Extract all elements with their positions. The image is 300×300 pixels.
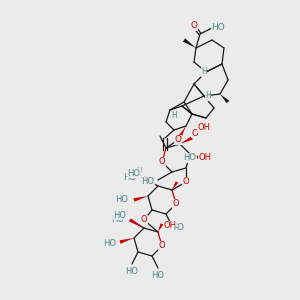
Text: HO: HO <box>125 268 139 277</box>
Text: O: O <box>183 178 189 187</box>
Text: OH: OH <box>197 124 211 133</box>
Text: O: O <box>159 158 165 166</box>
Text: H: H <box>205 92 211 100</box>
Text: H: H <box>173 225 178 231</box>
Text: HO: HO <box>184 154 196 163</box>
Text: O: O <box>141 215 147 224</box>
Polygon shape <box>176 126 186 141</box>
Polygon shape <box>158 223 163 232</box>
Text: HO: HO <box>172 224 184 232</box>
Polygon shape <box>119 238 134 244</box>
Text: HO: HO <box>152 272 164 280</box>
Text: O: O <box>159 242 165 250</box>
Text: H: H <box>171 112 177 121</box>
Polygon shape <box>172 181 178 190</box>
Text: HO: HO <box>116 196 128 205</box>
Text: O: O <box>173 200 179 208</box>
Polygon shape <box>220 94 229 103</box>
Text: HO: HO <box>112 215 124 224</box>
Text: H: H <box>201 68 207 76</box>
Text: H: H <box>136 167 142 173</box>
Text: HO: HO <box>113 211 127 220</box>
Text: O: O <box>192 128 198 137</box>
Text: HO: HO <box>128 169 140 178</box>
Text: O: O <box>175 136 182 145</box>
Polygon shape <box>129 218 144 228</box>
Text: HO: HO <box>142 178 154 187</box>
Polygon shape <box>134 196 148 202</box>
Text: HO: HO <box>211 23 225 32</box>
Polygon shape <box>143 176 158 186</box>
Polygon shape <box>180 136 193 144</box>
Text: HO: HO <box>124 173 136 182</box>
Text: HO: HO <box>103 239 116 248</box>
Polygon shape <box>190 154 201 160</box>
Text: OH: OH <box>164 221 176 230</box>
Text: OH: OH <box>199 154 212 163</box>
Text: O: O <box>190 22 197 31</box>
Polygon shape <box>183 38 196 48</box>
